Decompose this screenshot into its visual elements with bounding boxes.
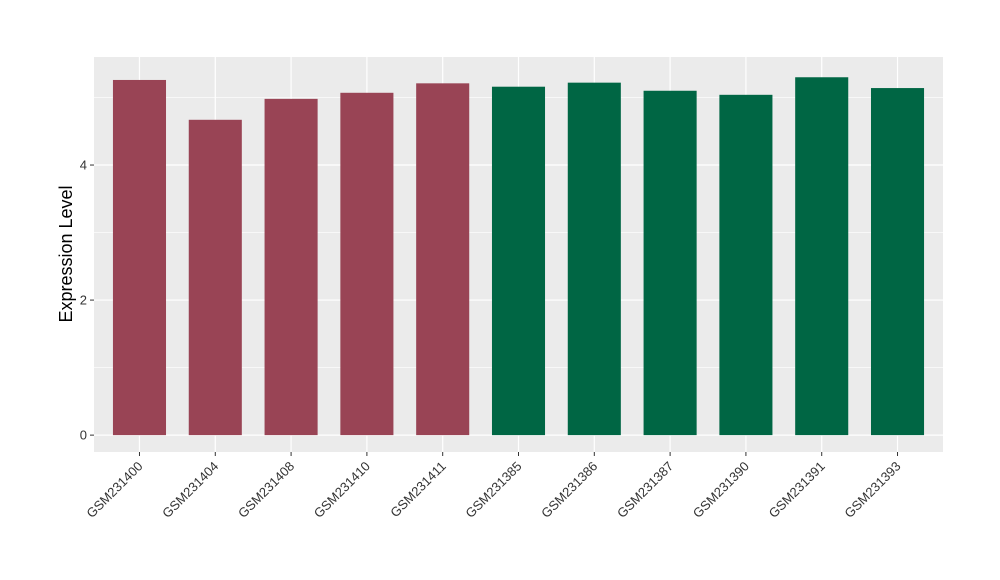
bar-GSM231404 <box>188 119 242 436</box>
x-tick-label: GSM231390 <box>690 459 752 521</box>
x-tick-label: GSM231408 <box>235 459 297 521</box>
bar-GSM231411 <box>416 83 470 436</box>
bar-GSM231408 <box>264 98 318 436</box>
x-tick-label: GSM231410 <box>311 459 373 521</box>
bar-GSM231391 <box>795 77 849 436</box>
bar-GSM231400 <box>112 79 167 436</box>
bar-GSM231393 <box>870 88 925 436</box>
x-tick-label: GSM231386 <box>538 459 600 521</box>
bar-GSM231390 <box>719 94 773 436</box>
y-tick-label: 0 <box>80 428 87 443</box>
bar-GSM231385 <box>491 86 546 436</box>
bar-GSM231410 <box>340 92 394 436</box>
x-tick-label: GSM231393 <box>841 459 903 521</box>
x-tick-label: GSM231400 <box>83 459 145 521</box>
bar-GSM231387 <box>643 90 697 436</box>
bars <box>112 77 925 436</box>
y-tick-label: 2 <box>80 293 87 308</box>
y-tick-label: 4 <box>80 158 87 173</box>
x-tick-label: GSM231391 <box>766 459 828 521</box>
x-tick-label: GSM231387 <box>614 459 676 521</box>
x-tick-label: GSM231411 <box>387 459 449 521</box>
y-axis: 0 2 4 <box>80 158 94 443</box>
x-tick-label: GSM231385 <box>462 459 524 521</box>
y-axis-title: Expression Level <box>56 185 76 322</box>
bar-GSM231386 <box>567 82 621 436</box>
x-axis: GSM231400 GSM231404 GSM231408 GSM231410 GSM2… <box>83 452 904 521</box>
x-tick-label: GSM231404 <box>159 459 221 521</box>
